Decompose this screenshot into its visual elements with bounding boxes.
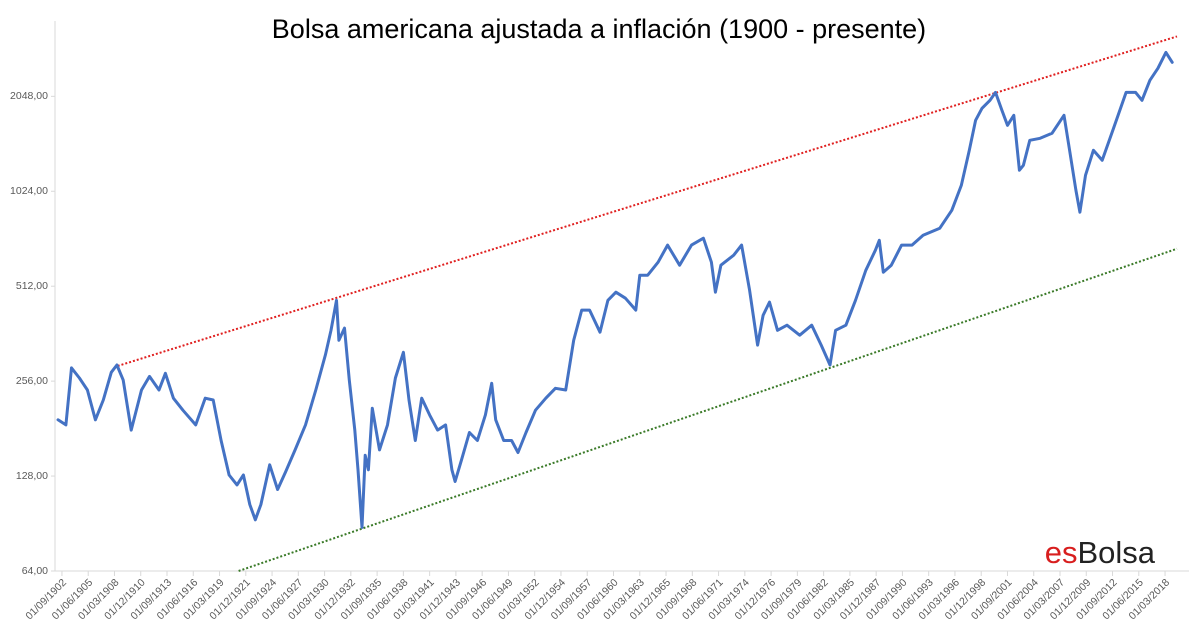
- y-tick-label: 256,00: [16, 375, 48, 387]
- y-tick-label: 2048,00: [10, 90, 48, 102]
- y-tick-label: 64,00: [22, 565, 48, 577]
- y-tick-label: 1024,00: [10, 185, 48, 197]
- trend-line: [117, 35, 1178, 367]
- y-tick-label: 512,00: [16, 280, 48, 292]
- logo: esBolsa: [1045, 535, 1156, 570]
- y-tick-label: 128,00: [16, 470, 48, 482]
- logo-name: Bolsa: [1077, 535, 1155, 570]
- logo-prefix: es: [1045, 535, 1078, 570]
- line-series: [56, 50, 1174, 529]
- chart-title: Bolsa americana ajustada a inflación (19…: [272, 14, 926, 44]
- trend-line: [238, 247, 1178, 572]
